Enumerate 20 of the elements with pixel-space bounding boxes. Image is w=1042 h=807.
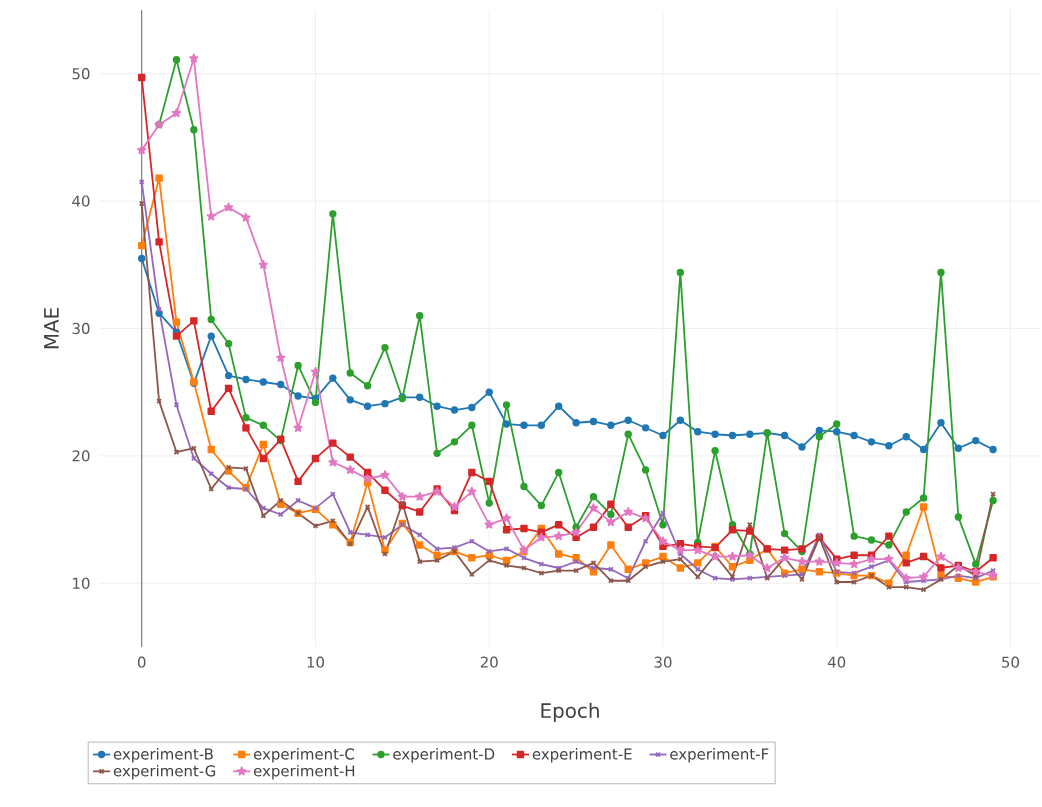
x-tick-label: 40 [827, 656, 846, 668]
x-tick-label: 50 [1002, 656, 1019, 668]
y-tick-label: 50 [72, 68, 90, 80]
y-tick-label: 40 [72, 195, 90, 207]
x-axis-title: Epoch [541, 702, 599, 722]
y-tick-label: 30 [72, 322, 90, 335]
legend-label: experiment-B [113, 748, 213, 763]
x-tick-label: 0 [137, 656, 146, 668]
legend-label: experiment-E [532, 748, 632, 763]
legend-label: experiment-D [393, 748, 495, 763]
x-tick-label: 10 [307, 656, 324, 668]
y-tick-label: 20 [72, 450, 90, 462]
legend-label: experiment-H [253, 764, 355, 780]
legend-label: experiment-G [113, 764, 216, 780]
y-axis-title: MAE [44, 308, 59, 349]
x-tick-label: 30 [654, 656, 672, 668]
y-tick-label: 10 [73, 577, 90, 589]
x-tick-label: 20 [480, 656, 498, 668]
legend-label: experiment-F [670, 748, 769, 763]
legend-label: experiment-C [253, 748, 354, 763]
